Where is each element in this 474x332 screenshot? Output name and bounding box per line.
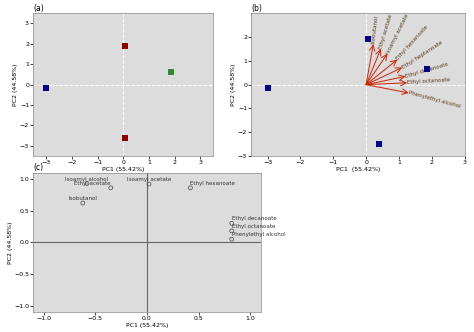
Point bbox=[167, 70, 174, 75]
Point bbox=[42, 85, 50, 90]
Point bbox=[107, 185, 115, 191]
Y-axis label: PC2 (44.58%): PC2 (44.58%) bbox=[231, 63, 237, 106]
Text: Ethyl hexanoate: Ethyl hexanoate bbox=[191, 181, 235, 186]
Text: Ethyl heptanoate: Ethyl heptanoate bbox=[401, 40, 443, 70]
Text: Ethyl decanoate: Ethyl decanoate bbox=[405, 61, 449, 79]
Text: Ethyl hexanoate: Ethyl hexanoate bbox=[395, 25, 429, 61]
Point bbox=[83, 181, 91, 186]
Text: Ethyl acetate: Ethyl acetate bbox=[74, 181, 111, 186]
Point bbox=[121, 43, 128, 48]
Point bbox=[375, 141, 383, 147]
Point bbox=[423, 66, 430, 72]
Point bbox=[187, 185, 194, 191]
Text: Ethyl decanoate: Ethyl decanoate bbox=[232, 216, 276, 221]
Text: Isoamyl alcohol: Isoamyl alcohol bbox=[65, 177, 109, 182]
Text: Isoamyl acetate: Isoamyl acetate bbox=[127, 177, 171, 182]
Text: Isoamyl acetate: Isoamyl acetate bbox=[385, 13, 410, 55]
Text: Ethyl octanoate: Ethyl octanoate bbox=[407, 77, 451, 85]
Point bbox=[121, 135, 128, 140]
Point bbox=[228, 236, 236, 242]
Point bbox=[264, 86, 272, 91]
Text: (a): (a) bbox=[33, 4, 44, 13]
Text: Isobutanol: Isobutanol bbox=[68, 196, 97, 201]
X-axis label: PC1 (55.42%): PC1 (55.42%) bbox=[126, 323, 168, 328]
Text: Ethyl acetate: Ethyl acetate bbox=[378, 13, 394, 50]
X-axis label: PC1  (55.42%): PC1 (55.42%) bbox=[336, 167, 380, 172]
Text: Phenylethyl alcohol: Phenylethyl alcohol bbox=[408, 91, 461, 109]
Point bbox=[79, 201, 87, 206]
Legend: group, S. cerevisiae, T. delbrueckii, Simultaneous, Sequential: group, S. cerevisiae, T. delbrueckii, Si… bbox=[255, 15, 310, 47]
Y-axis label: PC2 (44.58%): PC2 (44.58%) bbox=[13, 63, 18, 106]
Point bbox=[145, 181, 153, 187]
Text: (b): (b) bbox=[251, 4, 262, 13]
Y-axis label: PC2 (44.58%): PC2 (44.58%) bbox=[8, 221, 13, 264]
Point bbox=[364, 37, 372, 42]
Point bbox=[228, 228, 236, 234]
Text: Isobutanol: Isobutanol bbox=[371, 15, 380, 44]
Point bbox=[228, 221, 236, 226]
Text: Phenylethyl alcohol: Phenylethyl alcohol bbox=[232, 232, 285, 237]
Text: (c): (c) bbox=[33, 163, 43, 172]
Text: Ethyl octanoate: Ethyl octanoate bbox=[232, 224, 275, 229]
X-axis label: PC1 (55.42%): PC1 (55.42%) bbox=[102, 167, 145, 172]
